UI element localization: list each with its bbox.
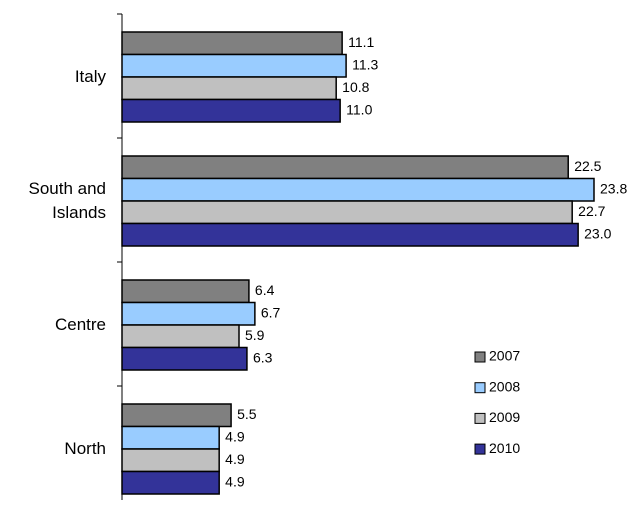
data-label: 6.3 bbox=[253, 349, 273, 365]
bar bbox=[121, 346, 248, 371]
bar bbox=[121, 301, 256, 326]
bar bbox=[121, 470, 220, 495]
legend-label: 2009 bbox=[489, 409, 520, 425]
data-label: 6.7 bbox=[261, 304, 281, 320]
legend-label: 2008 bbox=[489, 378, 520, 394]
bar bbox=[121, 200, 573, 225]
data-label: 6.4 bbox=[255, 282, 275, 298]
bar bbox=[121, 222, 579, 247]
bar bbox=[121, 403, 232, 428]
data-label: 5.5 bbox=[237, 406, 257, 422]
bar bbox=[121, 425, 220, 450]
bar bbox=[121, 98, 341, 123]
bar bbox=[121, 155, 569, 180]
data-label: 23.0 bbox=[584, 225, 611, 241]
category-label: North bbox=[64, 439, 106, 458]
data-label: 22.7 bbox=[578, 203, 605, 219]
bar bbox=[121, 279, 250, 304]
legend-swatch bbox=[474, 443, 486, 455]
bar bbox=[121, 177, 595, 202]
category-label: Centre bbox=[54, 315, 106, 334]
data-label: 23.8 bbox=[600, 180, 627, 196]
data-label: 5.9 bbox=[245, 327, 265, 343]
data-label: 11.1 bbox=[348, 34, 374, 50]
category-label: South and Islands bbox=[28, 179, 106, 222]
data-label: 11.3 bbox=[352, 56, 378, 72]
bar bbox=[121, 76, 337, 101]
data-label: 4.9 bbox=[225, 473, 245, 489]
bar bbox=[121, 448, 220, 473]
legend-swatch bbox=[474, 382, 486, 394]
data-label: 4.9 bbox=[225, 428, 245, 444]
bar bbox=[121, 53, 347, 78]
data-label: 22.5 bbox=[574, 158, 601, 174]
bar bbox=[121, 324, 240, 349]
legend-label: 2007 bbox=[489, 348, 520, 364]
data-label: 11.0 bbox=[346, 101, 372, 117]
legend-swatch bbox=[474, 412, 486, 424]
data-label: 10.8 bbox=[342, 79, 369, 95]
legend-swatch bbox=[474, 351, 486, 363]
category-label: Italy bbox=[74, 67, 106, 86]
bar bbox=[121, 31, 343, 56]
data-label: 4.9 bbox=[225, 451, 245, 467]
legend-label: 2010 bbox=[489, 440, 520, 456]
